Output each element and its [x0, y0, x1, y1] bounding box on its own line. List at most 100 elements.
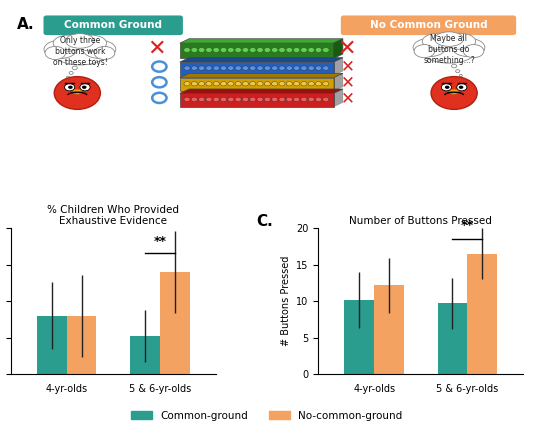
- Circle shape: [213, 66, 219, 70]
- Polygon shape: [180, 89, 343, 93]
- Polygon shape: [180, 93, 334, 107]
- Circle shape: [272, 97, 278, 101]
- Title: % Children Who Provided
Exhaustive Evidence: % Children Who Provided Exhaustive Evide…: [47, 205, 179, 226]
- Circle shape: [308, 97, 315, 101]
- Polygon shape: [180, 78, 334, 91]
- Circle shape: [316, 97, 321, 101]
- Bar: [374, 285, 404, 374]
- Circle shape: [264, 82, 270, 86]
- Circle shape: [272, 82, 278, 86]
- Ellipse shape: [94, 46, 115, 59]
- Circle shape: [198, 48, 205, 52]
- Circle shape: [199, 97, 205, 101]
- Circle shape: [264, 97, 270, 101]
- Circle shape: [257, 66, 263, 70]
- Circle shape: [206, 48, 213, 52]
- Circle shape: [235, 97, 241, 101]
- Text: ✕: ✕: [337, 39, 356, 58]
- Circle shape: [308, 48, 315, 52]
- Circle shape: [191, 48, 198, 52]
- Circle shape: [316, 82, 321, 86]
- Circle shape: [69, 71, 73, 74]
- Circle shape: [272, 66, 278, 70]
- Circle shape: [72, 66, 77, 70]
- Circle shape: [221, 82, 226, 86]
- Circle shape: [184, 82, 190, 86]
- Circle shape: [82, 86, 87, 89]
- Circle shape: [206, 66, 212, 70]
- Text: **: **: [461, 219, 474, 232]
- Text: **: **: [153, 235, 166, 248]
- Circle shape: [199, 82, 205, 86]
- Ellipse shape: [45, 46, 66, 59]
- Circle shape: [279, 82, 285, 86]
- Circle shape: [459, 74, 462, 77]
- Circle shape: [213, 97, 219, 101]
- Polygon shape: [334, 74, 343, 91]
- Circle shape: [54, 77, 100, 109]
- Circle shape: [257, 82, 263, 86]
- Circle shape: [228, 97, 234, 101]
- Text: C.: C.: [257, 214, 273, 229]
- Circle shape: [294, 97, 300, 101]
- Circle shape: [301, 48, 307, 52]
- Circle shape: [323, 66, 329, 70]
- Ellipse shape: [52, 37, 108, 65]
- Bar: [130, 336, 160, 374]
- Circle shape: [294, 66, 300, 70]
- Ellipse shape: [66, 34, 94, 48]
- Ellipse shape: [76, 35, 107, 51]
- Polygon shape: [334, 39, 343, 58]
- Circle shape: [221, 97, 226, 101]
- Ellipse shape: [44, 40, 77, 58]
- Circle shape: [257, 97, 263, 101]
- Polygon shape: [180, 58, 343, 62]
- Text: No Common Ground: No Common Ground: [370, 20, 488, 30]
- Circle shape: [250, 66, 256, 70]
- Bar: [467, 254, 497, 374]
- Ellipse shape: [435, 32, 464, 46]
- Ellipse shape: [83, 40, 116, 58]
- Circle shape: [67, 76, 69, 78]
- Polygon shape: [334, 58, 343, 76]
- Bar: [437, 304, 467, 374]
- Circle shape: [80, 84, 90, 91]
- Circle shape: [242, 66, 248, 70]
- Circle shape: [323, 97, 329, 101]
- Circle shape: [184, 97, 190, 101]
- Polygon shape: [180, 62, 334, 76]
- Circle shape: [431, 77, 477, 109]
- Ellipse shape: [413, 38, 446, 57]
- Circle shape: [445, 86, 450, 89]
- Circle shape: [242, 97, 248, 101]
- Text: ✕: ✕: [341, 73, 355, 91]
- Circle shape: [213, 48, 219, 52]
- Circle shape: [68, 86, 73, 89]
- FancyBboxPatch shape: [43, 15, 183, 35]
- Bar: [37, 316, 67, 374]
- Circle shape: [228, 66, 234, 70]
- Bar: [67, 316, 97, 374]
- Circle shape: [457, 84, 467, 91]
- Circle shape: [257, 48, 263, 52]
- Circle shape: [286, 48, 293, 52]
- Circle shape: [206, 82, 212, 86]
- Circle shape: [286, 97, 293, 101]
- Circle shape: [315, 48, 322, 52]
- Ellipse shape: [53, 35, 84, 51]
- Bar: [160, 272, 190, 374]
- Circle shape: [293, 48, 300, 52]
- Circle shape: [441, 84, 452, 91]
- Circle shape: [206, 97, 212, 101]
- Circle shape: [199, 66, 205, 70]
- Circle shape: [308, 82, 315, 86]
- Ellipse shape: [445, 33, 476, 49]
- Ellipse shape: [464, 45, 484, 58]
- Circle shape: [264, 48, 271, 52]
- Circle shape: [191, 97, 198, 101]
- Circle shape: [191, 82, 198, 86]
- Text: ✕: ✕: [341, 89, 355, 107]
- Circle shape: [235, 48, 241, 52]
- Title: Number of Buttons Pressed: Number of Buttons Pressed: [349, 216, 492, 226]
- Polygon shape: [180, 74, 343, 78]
